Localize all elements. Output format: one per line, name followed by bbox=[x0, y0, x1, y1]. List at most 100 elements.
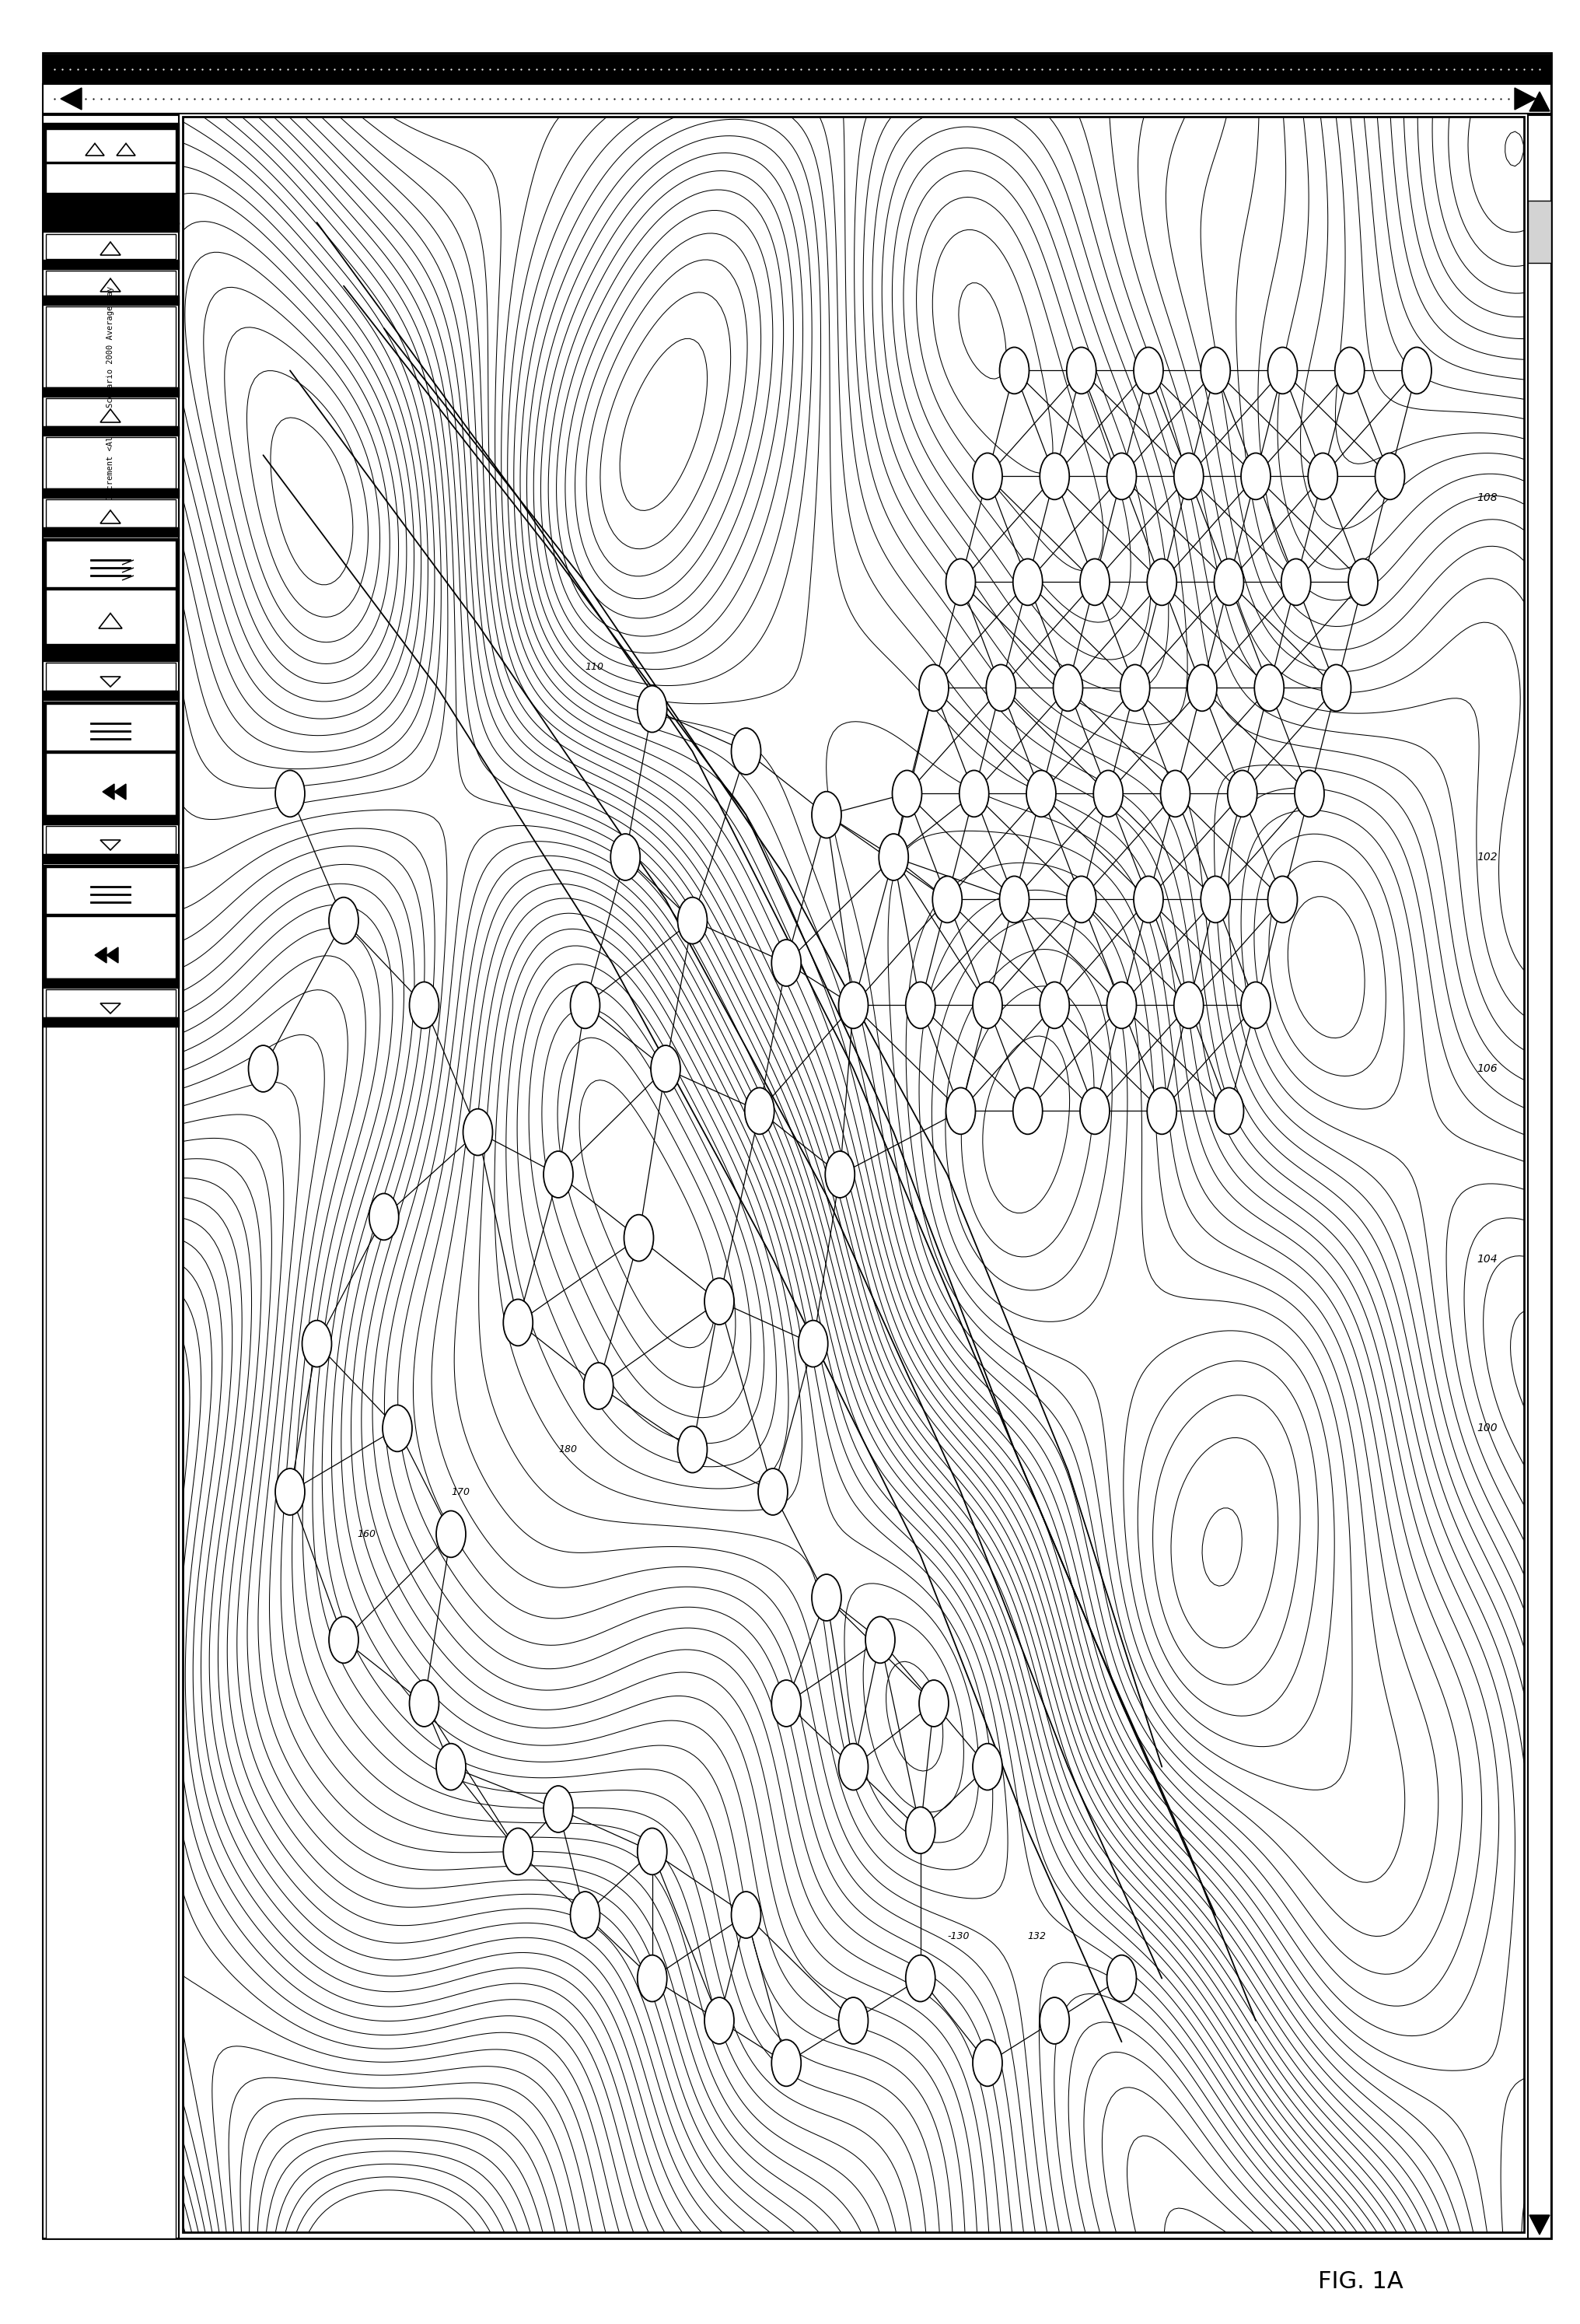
Circle shape bbox=[302, 1320, 332, 1367]
Polygon shape bbox=[106, 948, 118, 962]
Circle shape bbox=[771, 1680, 801, 1727]
Circle shape bbox=[1174, 453, 1202, 500]
Polygon shape bbox=[100, 511, 120, 523]
Circle shape bbox=[972, 983, 1002, 1030]
Polygon shape bbox=[114, 783, 126, 799]
Bar bbox=[43, 539, 179, 651]
Text: 180: 180 bbox=[558, 1446, 577, 1455]
Bar bbox=[1528, 200, 1550, 263]
Text: 100: 100 bbox=[1476, 1422, 1496, 1434]
Circle shape bbox=[771, 2040, 801, 2087]
Polygon shape bbox=[100, 279, 120, 293]
Text: FIG. 1A: FIG. 1A bbox=[1318, 2271, 1403, 2291]
Circle shape bbox=[825, 1150, 855, 1197]
Bar bbox=[46, 163, 175, 193]
Circle shape bbox=[1160, 769, 1190, 818]
Circle shape bbox=[945, 1088, 975, 1134]
Bar bbox=[43, 123, 179, 223]
Circle shape bbox=[905, 1954, 935, 2001]
Text: 110: 110 bbox=[585, 662, 604, 672]
Bar bbox=[43, 651, 179, 660]
Circle shape bbox=[1401, 346, 1431, 393]
Circle shape bbox=[382, 1406, 412, 1452]
Circle shape bbox=[1120, 665, 1149, 711]
Circle shape bbox=[502, 1299, 532, 1346]
Circle shape bbox=[798, 1320, 828, 1367]
Circle shape bbox=[812, 792, 841, 839]
Text: 106: 106 bbox=[1476, 1062, 1496, 1074]
Polygon shape bbox=[1529, 91, 1548, 112]
Circle shape bbox=[839, 983, 867, 1030]
Text: -130: -130 bbox=[946, 1931, 969, 1941]
Bar bbox=[43, 865, 179, 978]
Bar bbox=[46, 590, 175, 644]
Text: Scenario 2000 Average Day: Scenario 2000 Average Day bbox=[106, 286, 114, 407]
Circle shape bbox=[1201, 876, 1229, 923]
Bar bbox=[43, 853, 179, 862]
Text: Increment <All>: Increment <All> bbox=[106, 425, 114, 500]
Bar bbox=[43, 978, 179, 988]
Circle shape bbox=[1040, 453, 1068, 500]
Bar bbox=[1528, 116, 1550, 2238]
Polygon shape bbox=[1514, 88, 1534, 109]
Circle shape bbox=[583, 1362, 613, 1408]
Circle shape bbox=[918, 665, 948, 711]
Circle shape bbox=[905, 983, 935, 1030]
Bar bbox=[46, 541, 175, 588]
Bar bbox=[46, 916, 175, 978]
Polygon shape bbox=[60, 88, 82, 109]
Circle shape bbox=[986, 665, 1016, 711]
Bar bbox=[46, 1027, 175, 2238]
Circle shape bbox=[1147, 558, 1176, 604]
Circle shape bbox=[705, 1278, 733, 1325]
Circle shape bbox=[502, 1829, 532, 1875]
Circle shape bbox=[544, 1785, 574, 1831]
Circle shape bbox=[839, 1996, 867, 2043]
Bar bbox=[43, 425, 179, 435]
Circle shape bbox=[771, 939, 801, 985]
Circle shape bbox=[570, 1892, 599, 1938]
Circle shape bbox=[945, 558, 975, 604]
Circle shape bbox=[972, 2040, 1002, 2087]
Bar bbox=[46, 825, 175, 853]
Circle shape bbox=[1052, 665, 1082, 711]
Bar bbox=[43, 690, 179, 700]
Circle shape bbox=[1348, 558, 1378, 604]
Bar bbox=[46, 270, 175, 295]
Bar bbox=[43, 488, 179, 497]
Text: 108: 108 bbox=[1476, 493, 1496, 502]
Circle shape bbox=[959, 769, 989, 818]
Bar bbox=[183, 116, 1523, 2233]
Circle shape bbox=[1307, 453, 1337, 500]
Bar bbox=[46, 130, 175, 163]
Circle shape bbox=[1267, 346, 1297, 393]
Circle shape bbox=[370, 1195, 398, 1241]
Bar bbox=[43, 84, 1550, 114]
Circle shape bbox=[878, 834, 908, 881]
Circle shape bbox=[637, 686, 667, 732]
Bar bbox=[46, 307, 175, 388]
Circle shape bbox=[758, 1469, 787, 1515]
Circle shape bbox=[637, 1829, 667, 1875]
Polygon shape bbox=[100, 839, 120, 851]
Circle shape bbox=[436, 1743, 466, 1789]
Circle shape bbox=[1106, 453, 1136, 500]
Circle shape bbox=[436, 1511, 466, 1557]
Bar bbox=[46, 397, 175, 425]
Circle shape bbox=[1079, 1088, 1109, 1134]
Circle shape bbox=[329, 897, 359, 944]
Circle shape bbox=[999, 346, 1029, 393]
Circle shape bbox=[1025, 769, 1055, 818]
Circle shape bbox=[1013, 1088, 1041, 1134]
Bar bbox=[43, 53, 1550, 84]
Polygon shape bbox=[98, 614, 122, 627]
Circle shape bbox=[1040, 1996, 1068, 2043]
Circle shape bbox=[329, 1618, 359, 1664]
Circle shape bbox=[918, 1680, 948, 1727]
Circle shape bbox=[1267, 876, 1297, 923]
Polygon shape bbox=[100, 1004, 120, 1013]
Bar bbox=[43, 295, 179, 304]
Circle shape bbox=[624, 1215, 653, 1262]
Circle shape bbox=[275, 769, 305, 818]
Circle shape bbox=[732, 727, 760, 774]
